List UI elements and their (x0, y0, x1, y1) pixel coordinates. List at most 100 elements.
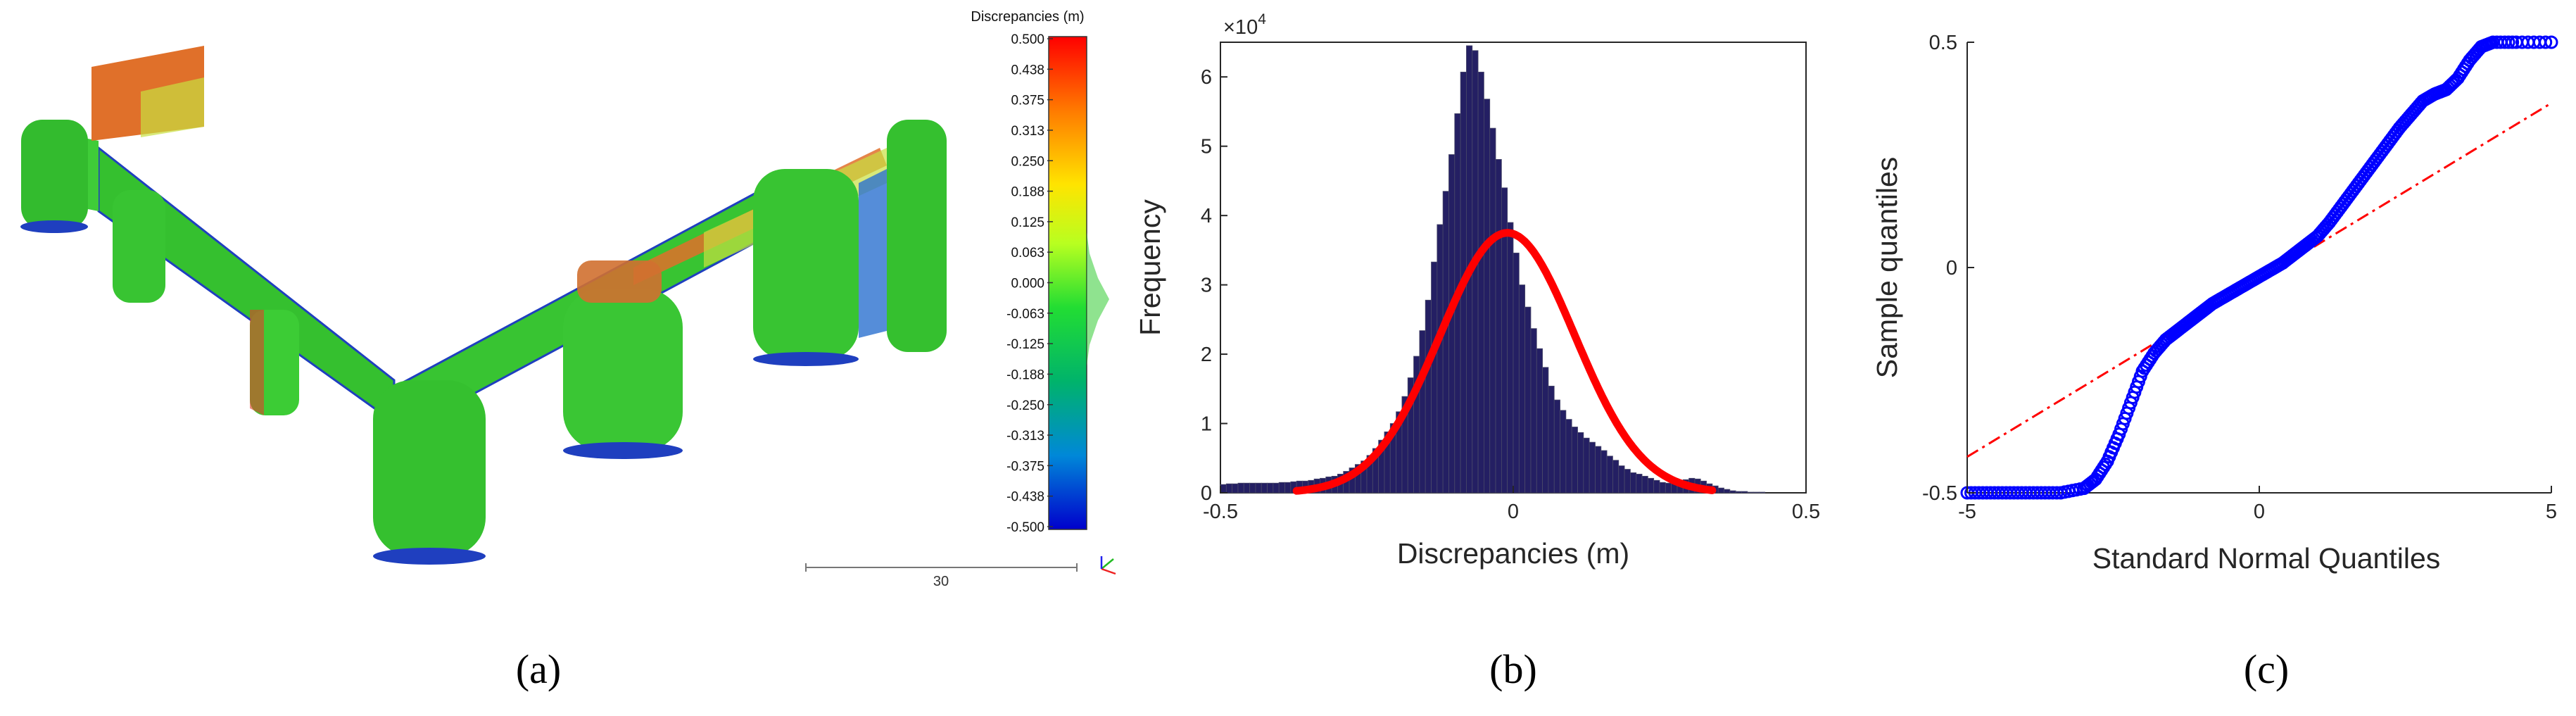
histogram-bar (1278, 482, 1285, 494)
colorbar-title: Discrepancies (m) (971, 9, 1084, 25)
histogram-bar (1442, 191, 1449, 494)
histogram-bar (1261, 482, 1268, 494)
axis-triad-icon (1100, 556, 1116, 575)
x-tick-label: 0 (1508, 501, 1519, 523)
histogram-bar (1589, 441, 1596, 494)
y-tick-label: 2 (1201, 344, 1212, 366)
right-tower-base (753, 352, 859, 366)
histogram-bar (1724, 489, 1731, 494)
x-tick-label: 0 (2254, 501, 2265, 523)
caption-a: (a) (516, 646, 561, 692)
histogram-bar (1553, 399, 1560, 494)
colorbar-tick-label: -0.188 (1006, 368, 1044, 382)
colorbar-tick-label: 0.125 (1011, 215, 1044, 230)
normal-fit-curve (1292, 229, 1717, 495)
histogram-bar (1542, 367, 1549, 494)
central-tower (563, 289, 683, 451)
histogram-bar (1524, 306, 1532, 494)
histogram-bar (1641, 475, 1648, 494)
histogram-bar (1431, 261, 1438, 494)
histogram-bar (1647, 477, 1655, 494)
histogram-bar (1513, 252, 1520, 494)
histogram-bar (1220, 484, 1227, 494)
colorbar-tick-label: 0.375 (1011, 94, 1044, 108)
central-tower-top (577, 260, 662, 303)
histogram-bar (1518, 284, 1526, 494)
y-tick-label: 4 (1201, 205, 1212, 227)
right-tower-shadow (859, 169, 887, 338)
y-tick-label: 1 (1201, 413, 1212, 436)
colorbar-tick-label: -0.125 (1006, 337, 1044, 352)
colorbar-tick-label: -0.250 (1006, 398, 1044, 413)
left-tower-base (20, 220, 88, 233)
point-cloud-image (20, 46, 947, 565)
front-tower-base (373, 548, 486, 565)
caption-c: (c) (2244, 646, 2289, 692)
panel-c-qq-plot: -5 0 5 -0.500.5 Standard Normal Quantiles … (1871, 32, 2558, 692)
histogram-bar (1448, 154, 1456, 494)
yellow-rear-patch (141, 77, 204, 137)
histogram-bar (1636, 474, 1643, 494)
histogram-bar (1483, 99, 1491, 494)
right-tower (753, 169, 859, 359)
histogram-bar (1606, 456, 1613, 494)
colorbar-tick-label: 0.500 (1011, 32, 1044, 47)
histogram-bar (1507, 222, 1514, 494)
left-tower (21, 120, 88, 229)
histogram-bar (1665, 482, 1672, 494)
x-tick-label: 0.5 (1792, 501, 1820, 523)
colorbar-tick-label: -0.313 (1006, 429, 1044, 444)
histogram-x-label: Discrepancies (m) (1397, 537, 1629, 570)
histogram-bar (1255, 482, 1262, 494)
y-exponent-base: ×104 (1223, 11, 1266, 39)
front-tower (373, 380, 486, 556)
qq-x-ticks: -5 0 5 (1958, 486, 2557, 523)
histogram-bar (1536, 348, 1543, 494)
colorbar-tick-label: -0.438 (1006, 490, 1044, 505)
histogram-bar (1618, 465, 1625, 494)
histogram-bar (1653, 479, 1660, 494)
histogram-bar (1495, 158, 1502, 494)
colorbar-histogram-marker (1087, 232, 1109, 366)
histogram-bar (1753, 491, 1760, 494)
colorbar-tick-label: -0.500 (1006, 520, 1044, 535)
histogram-bar (1759, 491, 1766, 494)
histogram-x-ticks: -0.5 0 0.5 (1203, 486, 1820, 523)
histogram-bar (1530, 328, 1537, 494)
histogram-bar (1624, 469, 1631, 494)
histogram-bar (1232, 483, 1239, 494)
histogram-bar (1577, 432, 1584, 494)
far-right-tower (887, 120, 947, 352)
qq-y-label: Sample quantiles (1871, 157, 1903, 379)
histogram-bar (1437, 224, 1444, 494)
x-tick-label: -5 (1958, 501, 1976, 523)
third-tower-edge (250, 310, 264, 415)
qq-point (2544, 35, 2558, 49)
colorbar-tick-label: 0.000 (1011, 277, 1044, 291)
histogram-bar (1419, 330, 1426, 494)
x-tick-label: 5 (2546, 501, 2557, 523)
histogram-bar (1612, 460, 1620, 494)
histogram-bar (1489, 127, 1496, 494)
histogram-bar (1284, 482, 1292, 494)
histogram-bar (1560, 410, 1567, 494)
histogram-bar (1583, 437, 1590, 494)
histogram-bar (1629, 472, 1637, 494)
histogram-bar (1717, 487, 1724, 494)
histogram-bar (1735, 491, 1742, 494)
panel-a-point-cloud: Discrepancies (m) 0.5000.4380.3750.3130.… (20, 9, 1116, 692)
histogram-bar (1267, 482, 1274, 494)
histogram-bar (1225, 483, 1233, 494)
y-tick-label: 0.5 (1929, 32, 1957, 54)
colorbar-tick-label: 0.188 (1011, 185, 1044, 200)
y-tick-label: -0.5 (1922, 482, 1957, 505)
histogram-bar (1729, 490, 1736, 494)
colorbar-tick-label: -0.063 (1006, 307, 1044, 322)
colorbar-tick-label: 0.313 (1011, 124, 1044, 139)
x-tick-label: -0.5 (1203, 501, 1238, 523)
histogram-bar (1273, 482, 1280, 494)
histogram-bar (1565, 419, 1572, 494)
qq-point (2506, 35, 2520, 49)
caption-b: (b) (1489, 646, 1537, 692)
